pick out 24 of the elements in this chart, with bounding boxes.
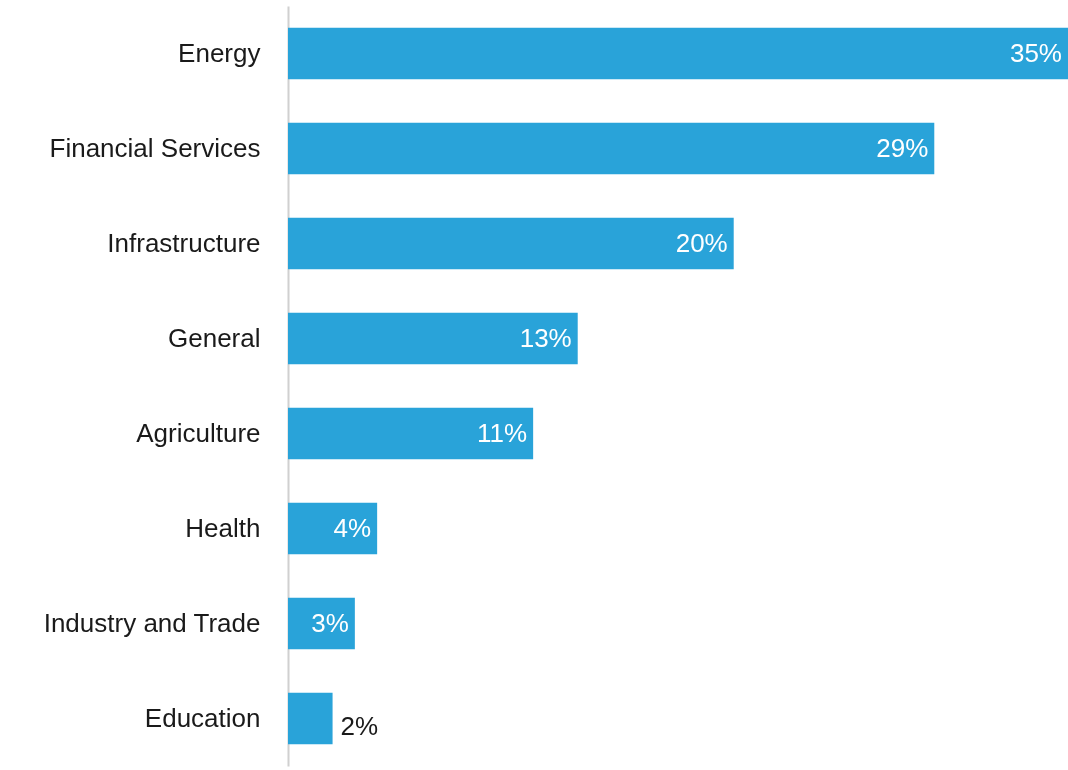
bar bbox=[288, 217, 734, 270]
data-label: 20% bbox=[675, 227, 728, 258]
bar bbox=[288, 597, 355, 650]
data-label: 35% bbox=[1009, 37, 1062, 68]
data-label: 29% bbox=[876, 132, 929, 163]
y-tick-label: Financial Services bbox=[49, 132, 261, 163]
data-label: 4% bbox=[333, 512, 372, 543]
y-tick-label: General bbox=[168, 322, 261, 353]
bar bbox=[288, 502, 378, 555]
y-tick-label: Energy bbox=[178, 37, 261, 68]
y-tick-label: Infrastructure bbox=[107, 227, 261, 258]
data-label: 2% bbox=[340, 710, 379, 741]
bar bbox=[288, 122, 935, 175]
y-tick-label: Education bbox=[144, 702, 261, 733]
bar bbox=[288, 27, 1068, 80]
bar bbox=[288, 312, 578, 365]
data-label: 13% bbox=[519, 322, 572, 353]
data-label: 11% bbox=[477, 417, 528, 448]
bar bbox=[288, 407, 534, 460]
y-tick-label: Industry and Trade bbox=[43, 607, 261, 638]
y-tick-label: Health bbox=[185, 512, 261, 543]
bar bbox=[288, 692, 333, 745]
y-tick-label: Agriculture bbox=[136, 417, 261, 448]
data-label: 3% bbox=[311, 607, 349, 638]
